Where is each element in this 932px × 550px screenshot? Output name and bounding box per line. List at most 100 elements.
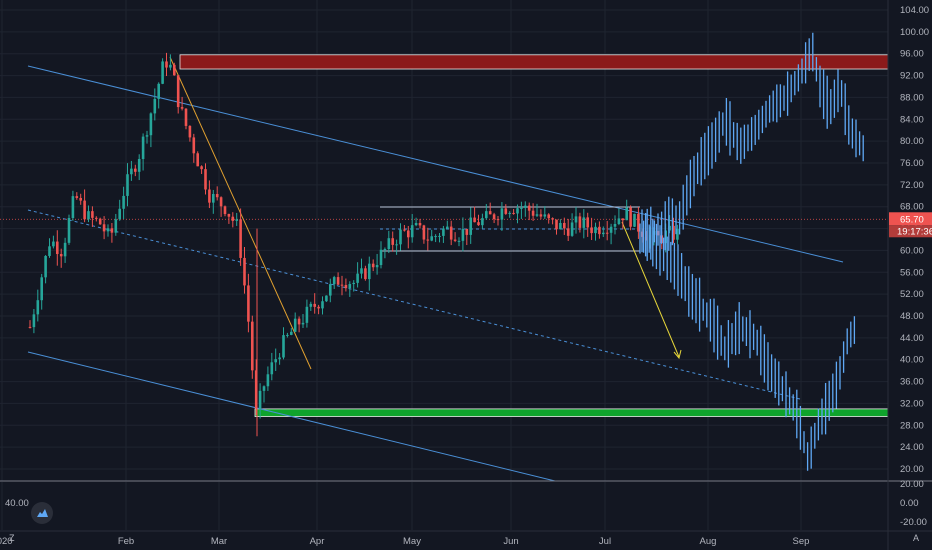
candle-body <box>442 228 445 236</box>
channel-lower-line <box>27 351 556 482</box>
candle-body <box>278 357 281 360</box>
candle-body <box>524 205 527 208</box>
candle-body <box>161 61 164 84</box>
candle-body <box>293 318 297 332</box>
time-tick-label: Jun <box>503 536 518 547</box>
time-tick-label: May <box>403 536 421 547</box>
candle-body <box>551 218 554 220</box>
candle-body <box>430 236 433 241</box>
candle-body <box>364 268 367 280</box>
time-tick-label: Feb <box>118 536 134 547</box>
candle-body <box>563 222 566 229</box>
indicator-tick-label: 20.00 <box>900 479 924 490</box>
resistance-zone <box>179 54 889 70</box>
candle-body <box>223 206 227 215</box>
candle-body <box>496 219 500 221</box>
candle-body <box>336 277 340 285</box>
time-tick-label: 2020 <box>0 536 13 547</box>
candle-body <box>516 208 519 214</box>
candle-body <box>231 216 235 221</box>
tradingview-logo-button[interactable] <box>31 502 53 524</box>
price-tick-label: 88.00 <box>900 92 924 103</box>
channel-upper-line <box>27 65 844 263</box>
projection-bars <box>639 32 864 471</box>
price-tick-label: 68.00 <box>900 202 924 213</box>
candle-body <box>391 238 394 245</box>
candle-body <box>613 224 617 227</box>
candle-body <box>582 217 586 228</box>
candle-body <box>407 230 410 238</box>
candle-body <box>145 135 149 137</box>
candle-body <box>114 219 118 233</box>
cloud-icon <box>37 509 48 517</box>
candle-body <box>83 200 86 220</box>
candle-body <box>512 212 515 214</box>
candle-body <box>301 322 305 325</box>
candle-body <box>270 362 274 375</box>
candle-body <box>95 217 98 219</box>
candle-body <box>446 226 449 229</box>
candle-body <box>387 238 391 250</box>
price-tick-label: 96.00 <box>900 49 924 60</box>
candle-body <box>602 232 605 235</box>
price-tick-label: 56.00 <box>900 267 924 278</box>
candle-body <box>188 125 192 138</box>
candle-body <box>340 284 344 286</box>
candle-body <box>149 113 153 136</box>
countdown-value: 19:17:36 <box>897 226 932 237</box>
candle-body <box>180 107 184 109</box>
candle-body <box>485 211 488 219</box>
indicator-tick-label: 0.00 <box>900 498 919 509</box>
price-tick-label: 76.00 <box>900 158 924 169</box>
candle-body <box>313 303 316 307</box>
candle-body <box>48 246 51 256</box>
zoom-toggle-button[interactable]: Z <box>9 533 15 543</box>
candle-body <box>672 225 675 240</box>
candle-body <box>141 136 145 159</box>
candle-body <box>492 214 496 220</box>
candle-body <box>200 166 203 170</box>
candle-body <box>621 218 625 221</box>
candle-body <box>212 194 215 203</box>
trend-lines <box>0 56 888 482</box>
candle-body <box>98 218 102 225</box>
candle-body <box>309 303 313 307</box>
price-tick-label: 36.00 <box>900 377 924 388</box>
candle-body <box>79 197 82 201</box>
auto-scale-button[interactable]: A <box>913 533 920 543</box>
candle-body <box>321 301 324 309</box>
candle-body <box>266 374 270 387</box>
projection-arrow-head <box>673 349 682 360</box>
candle-body <box>535 214 539 216</box>
candle-body <box>590 227 593 234</box>
candle-body <box>461 228 465 241</box>
price-tick-label: 100.00 <box>900 27 929 38</box>
candle-body <box>247 285 250 322</box>
candle-body <box>258 390 262 409</box>
candle-body <box>243 257 246 286</box>
candle-body <box>87 211 90 220</box>
candle-body <box>543 214 547 217</box>
candle-body <box>126 174 129 196</box>
candle-body <box>251 321 254 371</box>
candle-body <box>633 213 636 227</box>
candle-body <box>165 61 168 68</box>
candle-body <box>176 75 180 108</box>
candle-body <box>52 241 55 247</box>
candle-body <box>488 211 492 215</box>
candle-body <box>598 226 601 235</box>
candle-body <box>110 228 114 233</box>
candle-body <box>173 64 176 76</box>
candle-body <box>325 295 328 302</box>
price-tick-label: 84.00 <box>900 114 924 125</box>
indicator-left-value: 40.00 <box>5 498 29 509</box>
price-tick-label: 52.00 <box>900 289 924 300</box>
candle-body <box>360 268 363 274</box>
price-tick-label: 80.00 <box>900 136 924 147</box>
candle-body <box>122 195 125 209</box>
candle-body <box>617 218 621 225</box>
